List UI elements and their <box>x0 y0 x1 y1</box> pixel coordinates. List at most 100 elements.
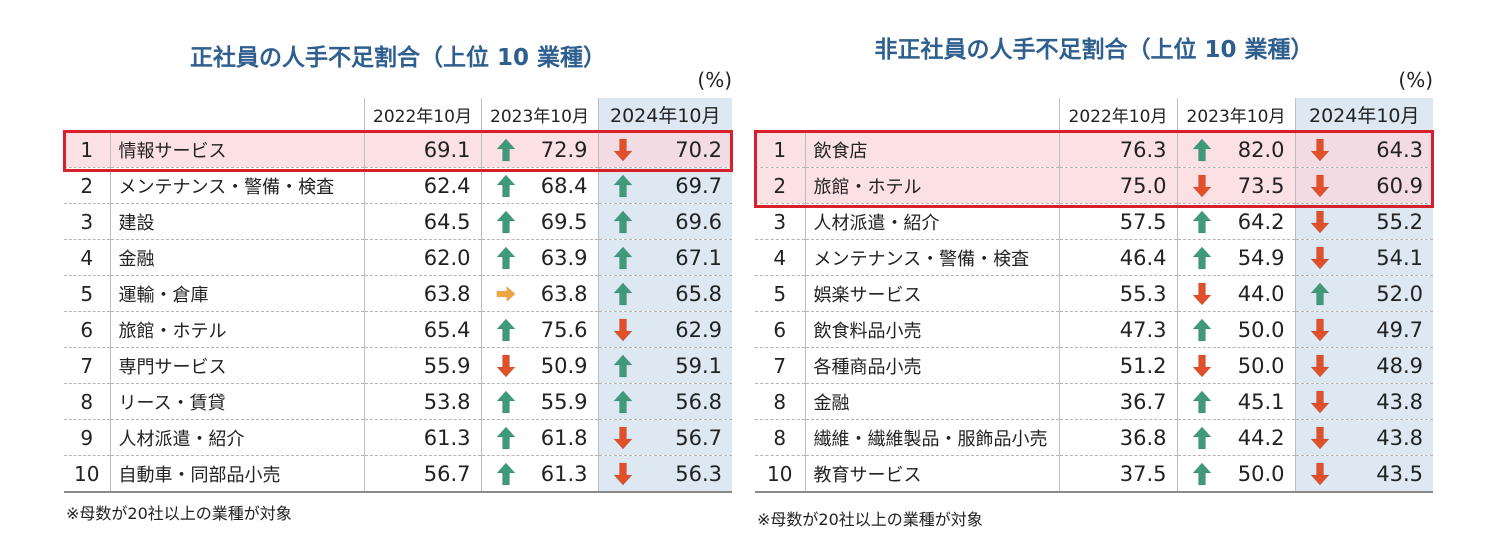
value-2024-cell: 49.7 <box>1294 311 1433 348</box>
value-2022-cell: 62.0 <box>363 239 481 276</box>
industry-cell: 飲食店 <box>804 131 1059 168</box>
value-2024-wrap: 56.8 <box>599 390 732 414</box>
green-up-arrow-icon <box>1191 210 1212 233</box>
value-2022-cell: 63.8 <box>363 275 481 312</box>
value-2022-cell: 65.4 <box>363 311 481 348</box>
value-2023: 72.9 <box>540 137 588 162</box>
rank-cell: 10 <box>64 455 110 493</box>
value-2023-cell: 75.6 <box>480 311 598 348</box>
value-2024: 52.0 <box>1376 281 1423 306</box>
value-2023: 50.9 <box>540 353 588 378</box>
value-2023: 44.0 <box>1237 281 1285 306</box>
value-2023-wrap: 44.0 <box>1178 282 1295 306</box>
green-up-arrow-icon <box>1191 390 1212 413</box>
green-up-arrow-icon <box>612 390 633 413</box>
value-2024: 65.8 <box>675 281 722 306</box>
header-industry <box>805 98 1059 132</box>
header-2022: 2022年10月 <box>1058 98 1177 132</box>
table-row: 2 メンテナンス・警備・検査 62.4 68.4 69.7 <box>64 167 732 204</box>
panel-title: 正社員の人手不足割合（上位 10 業種） <box>189 45 607 71</box>
footnote: ※母数が20社以上の業種が対象 <box>757 510 983 529</box>
value-2022-cell: 55.9 <box>363 347 481 384</box>
value-2024-cell: 55.2 <box>1294 203 1433 240</box>
rank-cell: 2 <box>755 167 805 204</box>
value-2023-wrap: 68.4 <box>482 174 598 198</box>
value-2024: 59.1 <box>675 353 722 378</box>
value-2024-cell: 64.3 <box>1294 131 1433 168</box>
rank-cell: 6 <box>64 311 110 348</box>
value-2024-wrap: 59.1 <box>599 353 732 378</box>
rank-cell: 3 <box>755 203 805 240</box>
ranking-rows: 1 情報サービス 69.1 72.9 70.2 2 メンテナンス・警備・検査 62.4 68.4… <box>64 131 732 493</box>
value-2023: 82.0 <box>1237 137 1285 162</box>
industry-cell: メンテナンス・警備・検査 <box>804 239 1059 276</box>
green-up-arrow-icon <box>1191 246 1212 269</box>
industry-cell: 繊維・繊維製品・服飾品小売 <box>804 419 1059 456</box>
value-2022-cell: 46.4 <box>1058 239 1177 276</box>
value-2023-wrap: 72.9 <box>482 138 598 162</box>
table-row: 3 人材派遣・紹介 57.5 64.2 55.2 <box>755 203 1433 240</box>
value-2023-cell: 45.1 <box>1176 383 1295 420</box>
table-row: 4 メンテナンス・警備・検査 46.4 54.9 54.1 <box>755 239 1433 276</box>
value-2024-cell: 69.6 <box>597 203 732 240</box>
green-up-arrow-icon <box>495 426 516 449</box>
red-down-arrow-icon <box>1191 174 1212 197</box>
value-2023-wrap: 73.5 <box>1178 174 1295 198</box>
value-2023: 50.0 <box>1237 461 1285 486</box>
industry-cell: 自動車・同部品小売 <box>109 455 364 493</box>
value-2024: 54.1 <box>1376 245 1423 270</box>
value-2023-wrap: 63.9 <box>482 246 598 270</box>
rank-cell: 8 <box>64 383 110 420</box>
table-row: 8 金融 36.7 45.1 43.8 <box>755 383 1433 420</box>
value-2023: 44.2 <box>1237 425 1285 450</box>
value-2024-cell: 43.5 <box>1294 455 1433 493</box>
value-2023-cell: 55.9 <box>480 383 598 420</box>
value-2022-cell: 37.5 <box>1058 455 1177 493</box>
value-2023-cell: 63.9 <box>480 239 598 276</box>
value-2023-wrap: 55.9 <box>482 390 598 414</box>
table-row: 2 旅館・ホテル 75.0 73.5 60.9 <box>755 167 1433 204</box>
table-row: 10 教育サービス 37.5 50.0 43.5 <box>755 455 1433 493</box>
value-2024-cell: 43.8 <box>1294 383 1433 420</box>
table-row: 7 各種商品小売 51.2 50.0 48.9 <box>755 347 1433 384</box>
rank-cell: 5 <box>755 275 805 312</box>
red-down-arrow-icon <box>1191 282 1212 305</box>
value-2023: 50.0 <box>1237 317 1285 342</box>
value-2024-wrap: 64.3 <box>1296 137 1433 162</box>
red-down-arrow-icon <box>1309 462 1330 485</box>
red-down-arrow-icon <box>1309 138 1330 161</box>
industry-cell: 旅館・ホテル <box>109 311 364 348</box>
table-row: 5 運輸・倉庫 63.8 63.8 65.8 <box>64 275 732 312</box>
header-row: 2022年10月 2023年10月 2024年10月 <box>755 98 1433 132</box>
value-2024-wrap: 67.1 <box>599 246 732 270</box>
value-2023: 75.6 <box>540 317 588 342</box>
value-2024-wrap: 60.9 <box>1296 174 1433 198</box>
value-2024-cell: 43.8 <box>1294 419 1433 456</box>
value-2023: 68.4 <box>540 173 588 198</box>
header-rank <box>755 98 805 132</box>
value-2023-wrap: 75.6 <box>482 318 598 342</box>
value-2024: 69.6 <box>675 209 722 234</box>
green-up-arrow-icon <box>495 174 516 197</box>
value-2024: 70.2 <box>675 137 722 162</box>
green-up-arrow-icon <box>612 210 633 233</box>
value-2024-cell: 60.9 <box>1294 167 1433 204</box>
value-2023-cell: 50.0 <box>1176 455 1295 493</box>
value-2024-wrap: 69.6 <box>599 209 732 234</box>
value-2024: 48.9 <box>1376 353 1423 378</box>
rank-cell: 9 <box>64 419 110 456</box>
red-down-arrow-icon <box>612 426 633 449</box>
red-down-arrow-icon <box>612 138 633 161</box>
value-2023-cell: 73.5 <box>1176 167 1295 204</box>
value-2024-cell: 56.8 <box>597 383 732 420</box>
value-2023-cell: 50.0 <box>1176 347 1295 384</box>
table-row: 7 専門サービス 55.9 50.9 59.1 <box>64 347 732 384</box>
value-2023-cell: 61.3 <box>480 455 598 493</box>
value-2023: 69.5 <box>540 209 588 234</box>
table-row: 1 飲食店 76.3 82.0 64.3 <box>755 131 1433 168</box>
industry-cell: 金融 <box>804 383 1059 420</box>
value-2023-cell: 50.9 <box>480 347 598 384</box>
value-2023-wrap: 45.1 <box>1178 390 1295 414</box>
rank-cell: 10 <box>755 455 805 493</box>
value-2024: 64.3 <box>1376 137 1423 162</box>
